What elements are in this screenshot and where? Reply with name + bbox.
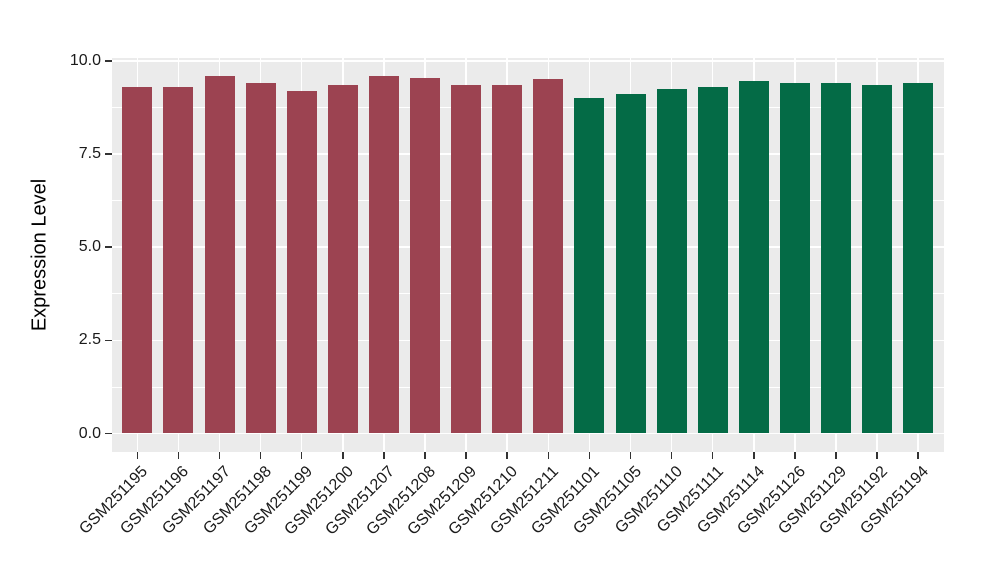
bar-GSM251197 [204,75,235,434]
y-tick-label: 10.0 [69,51,101,69]
bar-GSM251207 [368,75,399,434]
bar-GSM251200 [327,85,358,434]
bar-GSM251192 [862,85,893,434]
x-tick-mark [424,452,426,459]
x-tick-mark [753,452,755,459]
x-tick-mark [259,452,262,459]
x-tick-mark [177,452,180,459]
y-tick-mark [105,339,112,342]
major-gridline [112,246,944,248]
minor-gridline [112,386,944,388]
x-tick-mark [711,452,714,459]
minor-gridline [112,200,944,201]
bar-GSM251208 [410,77,440,434]
major-gridline [112,432,944,435]
x-tick-mark [465,452,467,459]
bar-GSM251211 [533,79,564,434]
y-tick-mark [105,246,112,248]
y-tick-label: 2.5 [78,331,101,349]
x-tick-mark [876,452,878,459]
x-tick-mark [342,452,344,459]
x-tick-mark [670,452,673,459]
major-gridline [112,59,944,62]
x-tick-mark [629,452,632,459]
x-tick-mark [794,452,796,459]
y-tick-mark [105,432,112,435]
plot-panel [112,58,944,452]
x-tick-mark [506,452,508,459]
x-tick-mark [835,452,837,459]
bar-GSM251198 [245,83,276,434]
minor-gridline [112,106,944,108]
y-tick-label: 0.0 [78,424,101,442]
x-tick-mark [588,452,591,459]
y-tick-mark [105,60,112,62]
bar-GSM251126 [779,83,810,434]
major-gridline [112,153,944,155]
y-tick-mark [105,153,112,155]
bar-GSM251101 [574,98,605,434]
x-tick-mark [136,452,139,459]
x-tick-mark [383,452,385,459]
bar-GSM251105 [615,94,646,434]
bar-GSM251111 [697,86,728,434]
bar-GSM251195 [122,86,153,434]
bar-GSM251110 [656,88,687,434]
major-gridline [112,339,944,342]
bar-GSM251114 [738,81,769,434]
y-tick-label: 5.0 [78,238,101,256]
bar-GSM251209 [451,85,482,434]
x-tick-mark [917,452,919,459]
x-tick-mark [300,452,303,459]
y-tick-label: 7.5 [78,144,101,162]
bar-GSM251129 [821,83,851,434]
minor-gridline [112,293,944,295]
x-tick-mark [218,452,221,459]
bar-GSM251199 [286,90,317,434]
bar-GSM251196 [163,86,194,434]
bar-GSM251210 [492,85,523,434]
x-tick-mark [547,452,550,459]
bar-GSM251194 [903,83,934,434]
